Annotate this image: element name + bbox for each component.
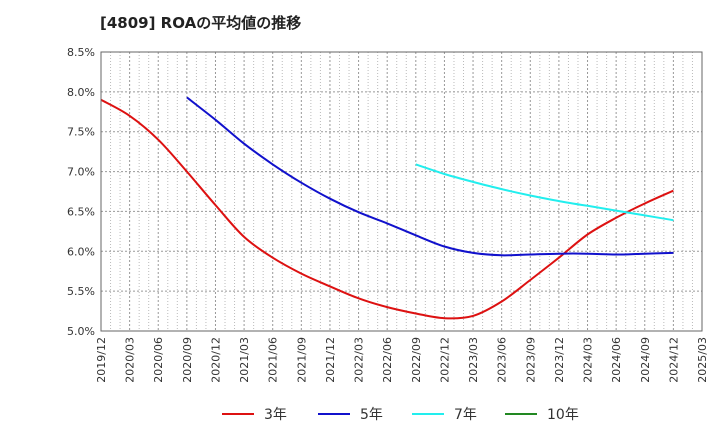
x-tick-label: 2024/12: [667, 337, 680, 383]
y-tick-label: 7.0%: [67, 166, 95, 179]
x-tick-label: 2023/06: [496, 337, 509, 383]
legend-label: 5年: [360, 407, 383, 423]
x-tick-label: 2021/03: [238, 337, 251, 383]
x-tick-label: 2020/12: [209, 337, 222, 383]
x-tick-label: 2023/12: [553, 337, 566, 383]
y-tick-label: 8.0%: [67, 86, 95, 99]
x-tick-label: 2024/09: [639, 337, 652, 383]
x-tick-label: 2021/06: [267, 337, 280, 383]
x-tick-label: 2023/03: [467, 337, 480, 383]
series-lines: [100, 96, 674, 320]
x-tick-label: 2024/06: [610, 337, 623, 383]
x-tick-label: 2022/12: [438, 337, 451, 383]
grid: [100, 51, 703, 332]
x-tick-label: 2022/03: [353, 337, 366, 383]
x-tick-label: 2022/09: [410, 337, 423, 383]
x-tick-label: 2021/09: [295, 337, 308, 383]
y-tick-label: 5.5%: [67, 285, 95, 298]
y-tick-label: 6.0%: [67, 245, 95, 258]
legend-label: 3年: [264, 407, 287, 423]
legend-label: 10年: [547, 407, 579, 423]
x-tick-label: 2020/09: [181, 337, 194, 383]
y-tick-label: 8.5%: [67, 46, 95, 59]
y-tick-label: 6.5%: [67, 205, 95, 218]
series-line-1: [100, 98, 674, 320]
series-line-2: [186, 96, 674, 257]
x-tick-label: 2022/06: [381, 337, 394, 383]
y-tick-label: 7.5%: [67, 126, 95, 139]
plot-area: [101, 52, 702, 331]
x-tick-label: 2020/03: [124, 337, 137, 383]
x-tick-label: 2021/12: [324, 337, 337, 383]
chart-title: [4809] ROAの平均値の推移: [100, 14, 302, 32]
x-tick-label: 2020/06: [152, 337, 165, 383]
series-line-3: [415, 163, 674, 222]
legend: 3年 5年 7年 10年: [222, 407, 579, 423]
x-tick-label: 2023/09: [524, 337, 537, 383]
plot-frame: [100, 51, 703, 332]
axes: 5.0% 5.5% 6.0% 6.5% 7.0% 7.5% 8.0% 8.5% 2019/12 2…: [67, 46, 709, 383]
x-tick-label: 2025/03: [696, 337, 709, 383]
y-tick-label: 5.0%: [67, 325, 95, 338]
legend-label: 7年: [454, 407, 477, 423]
x-tick-label: 2019/12: [95, 337, 108, 383]
x-tick-label: 2024/03: [582, 337, 595, 383]
